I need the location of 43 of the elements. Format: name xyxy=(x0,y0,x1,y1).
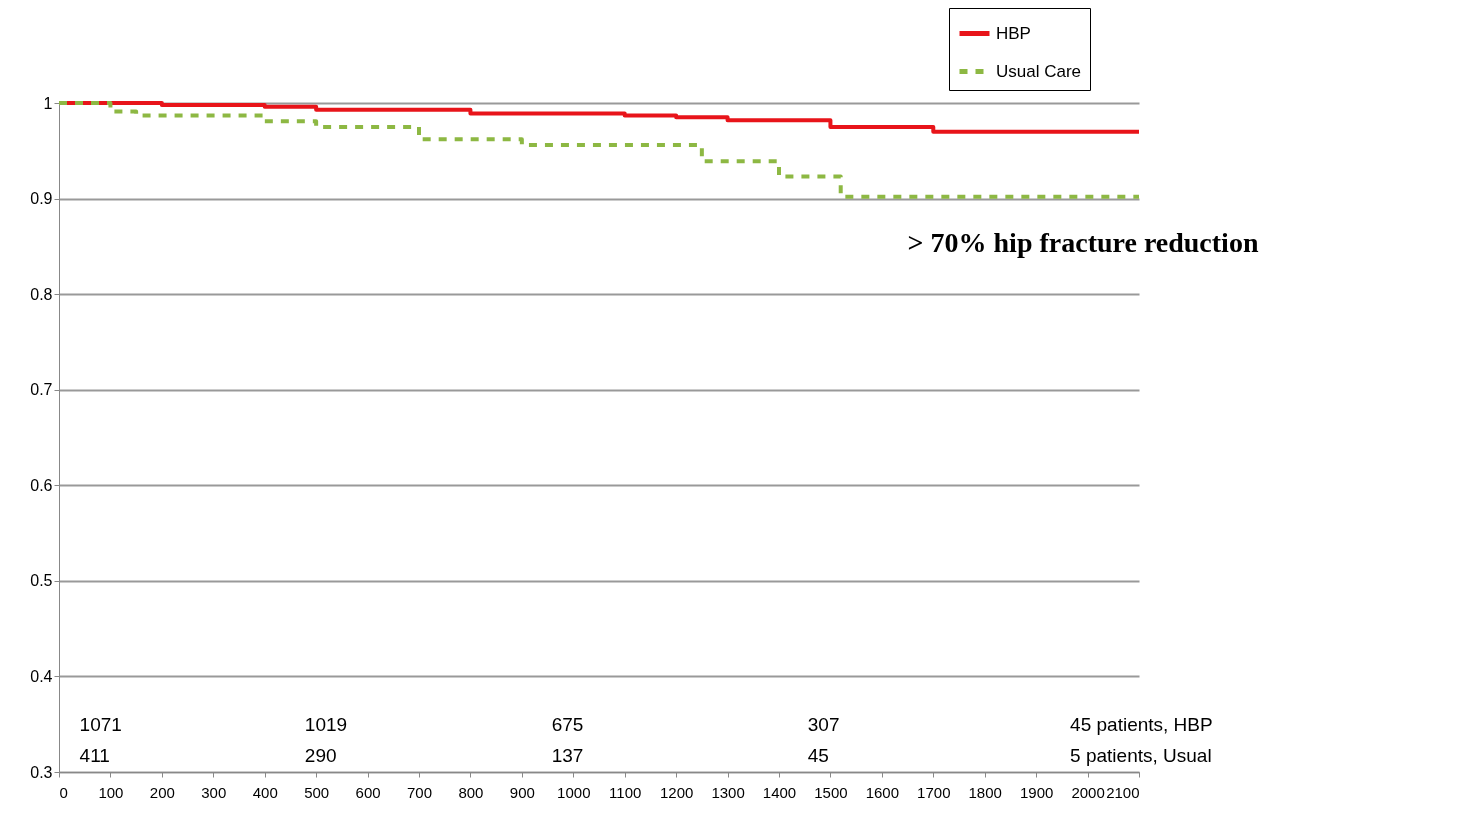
annotation: 675 xyxy=(551,714,584,736)
x-tick-label: 1600 xyxy=(865,783,900,801)
x-tick-label: 2000 xyxy=(1071,783,1105,801)
x-tick-label: 1000 xyxy=(557,783,591,801)
y-tick-label: 1 xyxy=(43,94,53,112)
x-tick-label: 800 xyxy=(458,783,484,801)
x-tick-label: 0 xyxy=(59,783,68,801)
x-tick-label: 1400 xyxy=(762,783,797,801)
x-tick-label: 300 xyxy=(201,783,227,801)
x-tick-label: 1800 xyxy=(968,783,1002,801)
annotation: 290 xyxy=(304,744,337,766)
y-tick-label: 0.4 xyxy=(30,667,53,685)
x-tick-label: 200 xyxy=(149,783,175,801)
x-tick-label: 400 xyxy=(252,783,278,801)
legend-label: Usual Care xyxy=(996,61,1082,81)
x-tick-label: 1900 xyxy=(1019,783,1054,801)
y-tick-label: 0.6 xyxy=(30,476,53,494)
annotation: 411 xyxy=(79,744,110,766)
annotation: 1019 xyxy=(304,714,348,736)
annotation: 45 patients, HBP xyxy=(1070,714,1213,736)
annotation: > 70% hip fracture reduction xyxy=(907,227,1259,259)
x-tick-label: 2100 xyxy=(1106,783,1140,801)
annotation: 45 xyxy=(807,744,829,766)
y-tick-label: 0.7 xyxy=(30,381,53,399)
legend-label: HBP xyxy=(996,23,1031,43)
x-tick-label: 100 xyxy=(98,783,124,801)
annotation: 307 xyxy=(807,714,840,736)
annotation: 1071 xyxy=(79,714,122,736)
y-tick-label: 0.9 xyxy=(30,190,53,208)
y-tick-label: 0.8 xyxy=(30,285,53,303)
x-tick-label: 700 xyxy=(406,783,433,801)
x-tick-label: 1100 xyxy=(609,783,642,801)
x-tick-label: 600 xyxy=(355,783,381,801)
annotation: 137 xyxy=(551,744,584,766)
x-tick-label: 900 xyxy=(509,783,535,801)
x-tick-label: 1300 xyxy=(711,783,745,801)
x-tick-label: 500 xyxy=(304,783,330,801)
x-tick-label: 1500 xyxy=(814,783,848,801)
x-tick-label: 1700 xyxy=(917,783,951,801)
annotation: 5 patients, Usual xyxy=(1070,744,1212,766)
y-tick-label: 0.3 xyxy=(30,763,53,781)
x-tick-label: 1200 xyxy=(659,783,694,801)
y-tick-label: 0.5 xyxy=(30,572,53,590)
